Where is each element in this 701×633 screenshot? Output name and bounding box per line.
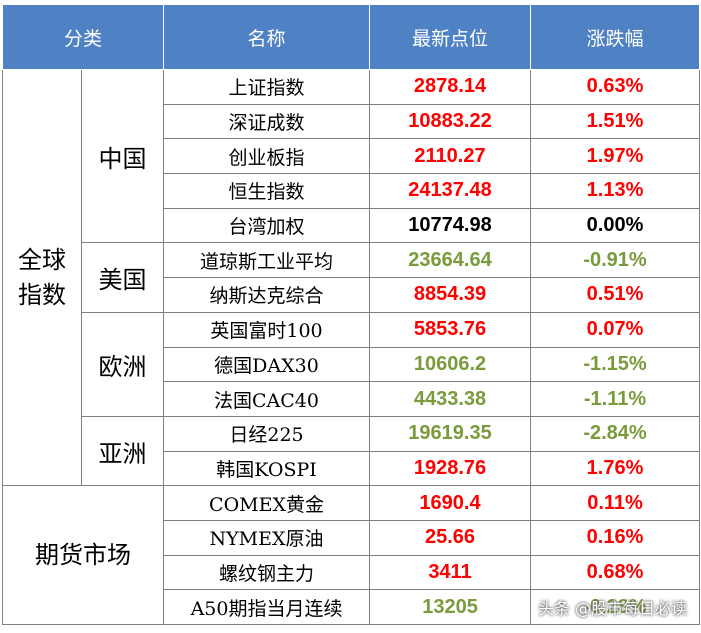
index-value: 1928.76 [369, 450, 532, 487]
region-usa: 美国 [80, 242, 165, 313]
index-value: 2878.14 [369, 69, 532, 105]
index-name: 创业板指 [163, 138, 371, 175]
index-name: 韩国KOSPI [163, 450, 371, 487]
market-index-table: 分类 名称 最新点位 涨跌幅 全球 指数 中国 上证指数 2878.14 0.6… [1, 4, 701, 625]
index-name: A50期指当月连续 [163, 589, 371, 625]
index-value: 10606.2 [369, 346, 532, 383]
table-row: NYMEX原油 25.66 0.16% [3, 519, 701, 556]
index-value: 1690.4 [369, 485, 532, 521]
group-global-line1: 全球 [18, 245, 66, 274]
index-value: 2110.27 [369, 138, 532, 175]
region-asia: 亚洲 [80, 415, 165, 487]
index-change: 0.51% [530, 277, 701, 313]
table-row: 韩国KOSPI 1928.76 1.76% [3, 450, 701, 487]
group-futures: 期货市场 [1, 485, 165, 625]
index-name: 德国DAX30 [163, 346, 371, 383]
index-value: 10774.98 [369, 207, 532, 244]
index-change: 1.97% [530, 138, 701, 175]
index-change: 0.16% [530, 519, 701, 556]
group-global-line2: 指数 [18, 280, 66, 309]
index-name: NYMEX原油 [163, 519, 371, 556]
table-row: 亚洲 日经225 19619.35 -2.84% [3, 415, 701, 487]
index-change: 0.07% [530, 311, 701, 348]
index-change: 0.68% [530, 554, 701, 591]
index-change: -1.15% [530, 346, 701, 383]
index-name: 恒生指数 [163, 173, 371, 209]
table-row: 深证成数 10883.22 1.51% [3, 103, 701, 140]
index-value: 4433.38 [369, 381, 532, 417]
group-global-indices: 全球 指数 [2, 68, 82, 487]
index-name: 深证成数 [163, 103, 371, 140]
index-change: 1.13% [530, 173, 701, 209]
index-change: 0.00% [530, 207, 701, 244]
index-change: -1.11% [530, 381, 701, 417]
index-change: 0.11% [530, 485, 701, 521]
index-value: 25.66 [369, 519, 532, 556]
index-name: 上证指数 [163, 69, 371, 105]
index-name: 台湾加权 [163, 207, 371, 244]
table-row: 恒生指数 24137.48 1.13% [3, 173, 701, 209]
index-change: -0.28% [530, 589, 701, 625]
index-value: 5853.76 [369, 311, 532, 348]
header-name: 名称 [163, 4, 371, 70]
index-name: 道琼斯工业平均 [163, 242, 371, 279]
table-row: 螺纹钢主力 3411 0.68% [3, 554, 701, 591]
index-change: -2.84% [530, 415, 701, 452]
header-category: 分类 [1, 4, 165, 70]
index-name: COMEX黄金 [163, 485, 371, 521]
table-row: 纳斯达克综合 8854.39 0.51% [3, 277, 701, 313]
header-row: 分类 名称 最新点位 涨跌幅 [1, 4, 701, 70]
index-name: 纳斯达克综合 [163, 277, 371, 313]
index-name: 螺纹钢主力 [163, 554, 371, 591]
table-row: 德国DAX30 10606.2 -1.15% [3, 346, 701, 383]
index-value: 23664.64 [369, 242, 532, 279]
index-change: -0.91% [530, 242, 701, 279]
index-change: 1.76% [530, 450, 701, 487]
region-europe: 欧洲 [80, 311, 165, 417]
index-value: 24137.48 [369, 173, 532, 209]
table-row: 全球 指数 中国 上证指数 2878.14 0.63% [2, 68, 701, 487]
index-name: 日经225 [163, 415, 371, 452]
index-change: 0.63% [530, 69, 701, 105]
header-latest: 最新点位 [369, 4, 532, 70]
watermark: 头条 @股市每日必读 [537, 599, 687, 618]
header-change: 涨跌幅 [530, 4, 701, 70]
table-row: A50期指当月连续 13205 -0.28% [3, 589, 701, 625]
table-row: 创业板指 2110.27 1.97% [3, 138, 701, 175]
table-row: 法国CAC40 4433.38 -1.11% [3, 381, 701, 417]
table-row: 欧洲 英国富时100 5853.76 0.07% [3, 311, 701, 417]
index-change: 1.51% [530, 103, 701, 140]
index-value: 19619.35 [369, 415, 532, 452]
index-value: 13205 [369, 589, 532, 625]
index-name: 法国CAC40 [163, 381, 371, 417]
table-row: 美国 道琼斯工业平均 23664.64 -0.91% [3, 242, 701, 313]
index-name: 英国富时100 [163, 311, 371, 348]
index-value: 3411 [369, 554, 532, 591]
index-value: 10883.22 [369, 103, 532, 140]
index-value: 8854.39 [369, 277, 532, 313]
table-row: 期货市场 COMEX黄金 1690.4 0.11% [1, 485, 701, 625]
region-china: 中国 [80, 68, 165, 244]
table-row: 台湾加权 10774.98 0.00% [3, 207, 701, 244]
